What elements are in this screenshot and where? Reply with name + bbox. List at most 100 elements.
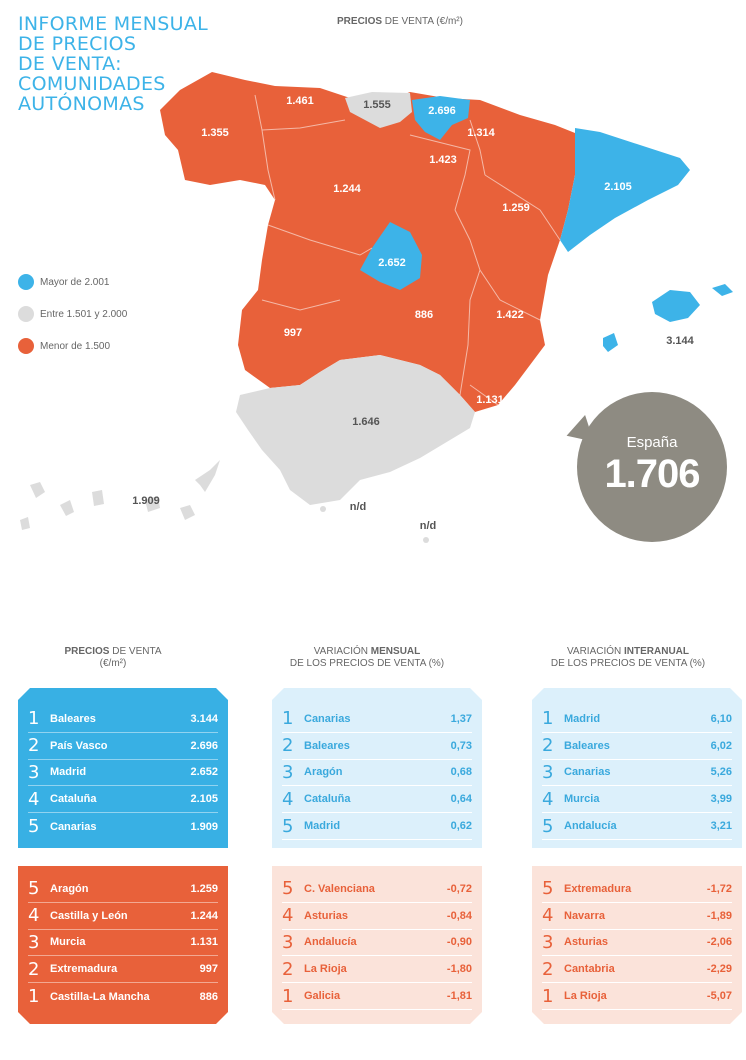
region-name: C. Valenciana	[304, 882, 375, 895]
list-item: 1 Canarias 1,37	[282, 706, 472, 733]
region-value: 0,73	[450, 739, 472, 752]
list-item: 5 Canarias 1.909	[28, 813, 218, 840]
region-name: Canarias	[50, 820, 97, 833]
region-value: 6,02	[710, 739, 732, 752]
label-extremadura: 997	[284, 327, 302, 339]
rank-number: 5	[542, 815, 554, 837]
rank-number: 3	[282, 931, 294, 953]
region-name: Navarra	[564, 909, 605, 922]
spain-map: 1.355 1.461 1.555 2.696 1.314 1.423 1.24…	[20, 72, 733, 543]
rank-number: 2	[542, 958, 554, 980]
label-baleares: 3.144	[666, 335, 694, 347]
header-line2: DE LOS PRECIOS DE VENTA (%)	[550, 658, 706, 669]
region-mainland-base	[160, 72, 580, 412]
map-header: PRECIOS DE VENTA (€/m²)	[290, 16, 510, 27]
label-la-rioja: 1.423	[429, 154, 457, 166]
spain-name: España	[626, 434, 678, 451]
region-value: 3.144	[190, 712, 218, 725]
list-item: 1 Madrid 6,10	[542, 706, 732, 733]
region-name: Canarias	[564, 766, 611, 779]
legend-label: Menor de 1.500	[40, 340, 111, 352]
region-name: Asturias	[564, 936, 609, 949]
header-line2: DE LOS PRECIOS DE VENTA (%)	[289, 658, 445, 669]
region-value: -0,90	[446, 936, 472, 949]
title-line: COMUNIDADES	[18, 73, 166, 95]
list-item: 4 Murcia 3,99	[542, 786, 732, 813]
list-item: 2 Extremadura 997	[28, 956, 218, 983]
rank-number: 3	[28, 761, 40, 783]
header-bold: PRECIOS	[64, 646, 110, 657]
legend-item-mid: Entre 1.501 y 2.000	[18, 306, 127, 322]
region-value: -5,07	[706, 990, 732, 1003]
table-header-annual: VARIACIÓN INTERANUAL DE LOS PRECIOS DE V…	[523, 646, 733, 670]
rank-number: 1	[542, 985, 554, 1007]
table-header-monthly: VARIACIÓN MENSUAL DE LOS PRECIOS DE VENT…	[262, 646, 472, 670]
rank-number: 3	[282, 761, 294, 783]
rank-number: 4	[28, 905, 40, 927]
rank-number: 1	[28, 986, 40, 1008]
rank-number: 2	[28, 735, 40, 757]
table-header-prices: PRECIOS DE VENTA (€/m²)	[8, 646, 218, 670]
legend-item-high: Mayor de 2.001	[18, 274, 110, 290]
region-value: 3,99	[710, 793, 732, 806]
list-item: 4 Castilla y León 1.244	[28, 903, 218, 930]
region-name: Madrid	[564, 712, 601, 725]
region-name: Baleares	[50, 712, 96, 725]
region-value: 2.105	[190, 793, 218, 806]
region-value: 0,68	[450, 766, 472, 779]
rank-number: 4	[542, 905, 554, 927]
region-value: -2,06	[706, 936, 732, 949]
legend-label: Entre 1.501 y 2.000	[40, 308, 128, 320]
region-name: Aragón	[304, 766, 343, 779]
list-item: 4 Cataluña 0,64	[282, 786, 472, 813]
list-item: 5 Madrid 0,62	[282, 813, 472, 840]
list-item: 5 Extremadura -1,72	[542, 876, 732, 903]
ranking-panel: 1 Baleares 3.144 2 País Vasco 2.696 3 Madrid 2.6…	[18, 688, 228, 848]
region-name: País Vasco	[50, 739, 108, 752]
header-pre: VARIACIÓN	[313, 646, 371, 657]
label-castilla-leon: 1.244	[333, 183, 361, 195]
rank-number: 4	[282, 905, 294, 927]
region-value: 2.696	[190, 739, 218, 752]
region-cataluna	[560, 128, 690, 252]
label-madrid: 2.652	[378, 257, 406, 269]
region-name: Baleares	[304, 739, 350, 752]
label-canarias: 1.909	[132, 495, 160, 507]
legend-label: Mayor de 2.001	[40, 276, 110, 288]
region-canarias	[30, 482, 45, 498]
region-andalucia	[236, 355, 475, 505]
rank-number: 2	[28, 958, 40, 980]
list-item: 5 Andalucía 3,21	[542, 813, 732, 840]
list-item: 2 La Rioja -1,80	[282, 956, 472, 983]
list-item: 4 Navarra -1,89	[542, 903, 732, 930]
header-rest: DE VENTA	[109, 646, 162, 657]
title-line: INFORME MENSUAL	[18, 13, 209, 35]
list-item: 3 Aragón 0,68	[282, 760, 472, 787]
region-name: Andalucía	[564, 820, 617, 833]
spain-value: 1.706	[604, 452, 700, 496]
rank-number: 4	[28, 788, 40, 810]
list-item: 3 Canarias 5,26	[542, 760, 732, 787]
melilla-dot	[423, 537, 429, 543]
header-bold: MENSUAL	[370, 646, 421, 657]
rank-number: 5	[282, 878, 294, 900]
label-melilla: n/d	[420, 520, 437, 532]
region-name: Castilla-La Mancha	[50, 990, 150, 1003]
list-item: 2 País Vasco 2.696	[28, 733, 218, 760]
region-name: Madrid	[304, 820, 341, 833]
region-value: -0,84	[446, 909, 472, 922]
rank-number: 3	[28, 931, 40, 953]
rank-number: 2	[542, 735, 554, 757]
rank-number: 2	[282, 958, 294, 980]
header-line2: (€/m²)	[99, 658, 127, 669]
label-galicia: 1.355	[201, 127, 229, 139]
list-item: 4 Asturias -0,84	[282, 903, 472, 930]
map-header-rest: DE VENTA (€/m²)	[382, 16, 463, 27]
rank-number: 2	[282, 735, 294, 757]
region-name: Canarias	[304, 712, 351, 725]
legend-swatch-orange	[18, 338, 34, 354]
rank-number: 4	[542, 788, 554, 810]
region-name: Aragón	[50, 882, 89, 895]
region-name: Baleares	[564, 739, 610, 752]
list-item: 5 Aragón 1.259	[28, 876, 218, 903]
